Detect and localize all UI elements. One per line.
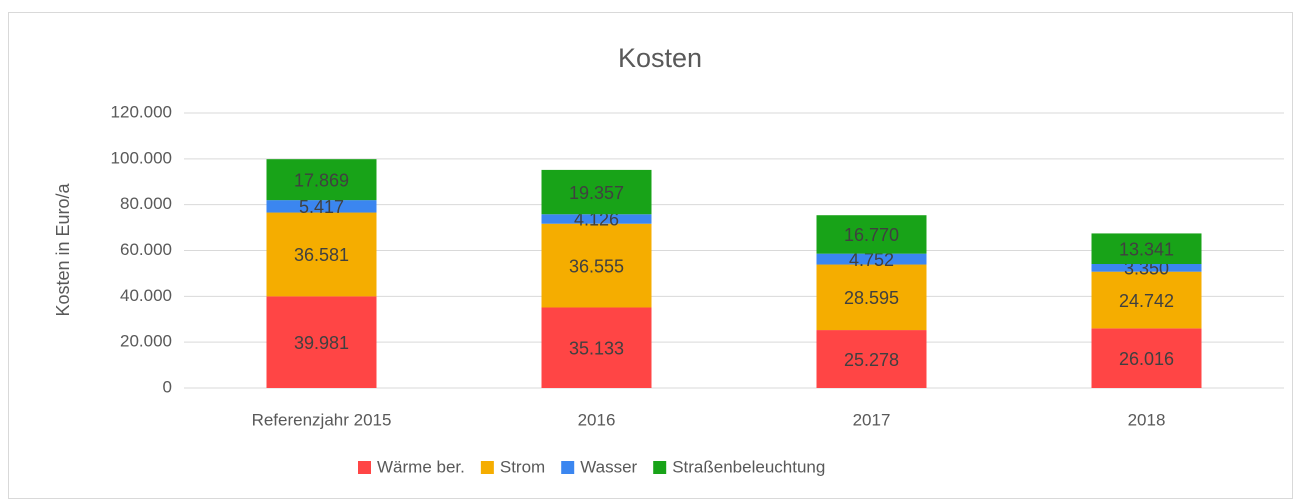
value-label: 39.981 — [294, 333, 349, 353]
y-tick-label: 60.000 — [120, 240, 172, 259]
bar-segment — [266, 159, 377, 201]
y-axis-label: Kosten in Euro/a — [53, 182, 73, 316]
bar-segment — [266, 200, 377, 213]
legend-label: Straßenbeleuchtung — [672, 457, 825, 476]
y-tick-label: 120.000 — [111, 102, 172, 121]
value-label: 35.133 — [569, 338, 624, 358]
legend-swatch — [653, 461, 667, 474]
legend-label: Wasser — [580, 457, 637, 476]
bar-segment — [266, 296, 377, 388]
value-label: 24.742 — [1119, 291, 1174, 311]
y-tick-label: 100.000 — [111, 148, 172, 167]
bar-segment — [541, 214, 652, 224]
bar-segment — [1091, 233, 1202, 265]
value-label: 19.357 — [569, 183, 624, 203]
legend-swatch — [561, 461, 575, 474]
chart-title: Kosten — [618, 43, 702, 73]
value-label: 36.581 — [294, 245, 349, 265]
legend-swatch — [480, 461, 494, 474]
x-tick-label: 2017 — [853, 410, 891, 429]
value-label: 17.869 — [294, 170, 349, 190]
x-tick-label: 2018 — [1128, 410, 1166, 429]
value-label: 25.278 — [844, 350, 899, 370]
x-tick-label: Referenzjahr 2015 — [252, 410, 392, 429]
bar-segment — [816, 253, 927, 265]
legend-label: Strom — [500, 457, 545, 476]
x-tick-label: 2016 — [578, 410, 616, 429]
y-tick-label: 0 — [163, 377, 172, 396]
bar-segment — [541, 307, 652, 388]
bar-segment — [1091, 271, 1202, 329]
y-tick-label: 80.000 — [120, 194, 172, 213]
bar-segment — [1091, 328, 1202, 388]
value-label: 36.555 — [569, 256, 624, 276]
value-label: 16.770 — [844, 225, 899, 245]
legend-label: Wärme ber. — [377, 457, 465, 476]
bar-segment — [1091, 264, 1202, 272]
y-tick-label: 20.000 — [120, 332, 172, 351]
bar-segment — [816, 330, 927, 388]
legend-swatch — [358, 461, 371, 474]
value-label: 26.016 — [1119, 349, 1174, 369]
bar-segment — [266, 212, 377, 297]
y-tick-label: 40.000 — [120, 286, 172, 305]
value-label: 4.752 — [849, 250, 894, 270]
bar-segment — [816, 264, 927, 331]
value-label: 13.341 — [1119, 239, 1174, 259]
bar-segment — [541, 169, 652, 215]
value-label: 4.126 — [574, 210, 619, 230]
value-label: 5.417 — [299, 197, 344, 217]
bar-segment — [541, 223, 652, 308]
value-label: 28.595 — [844, 288, 899, 308]
bar-segment — [816, 215, 927, 254]
